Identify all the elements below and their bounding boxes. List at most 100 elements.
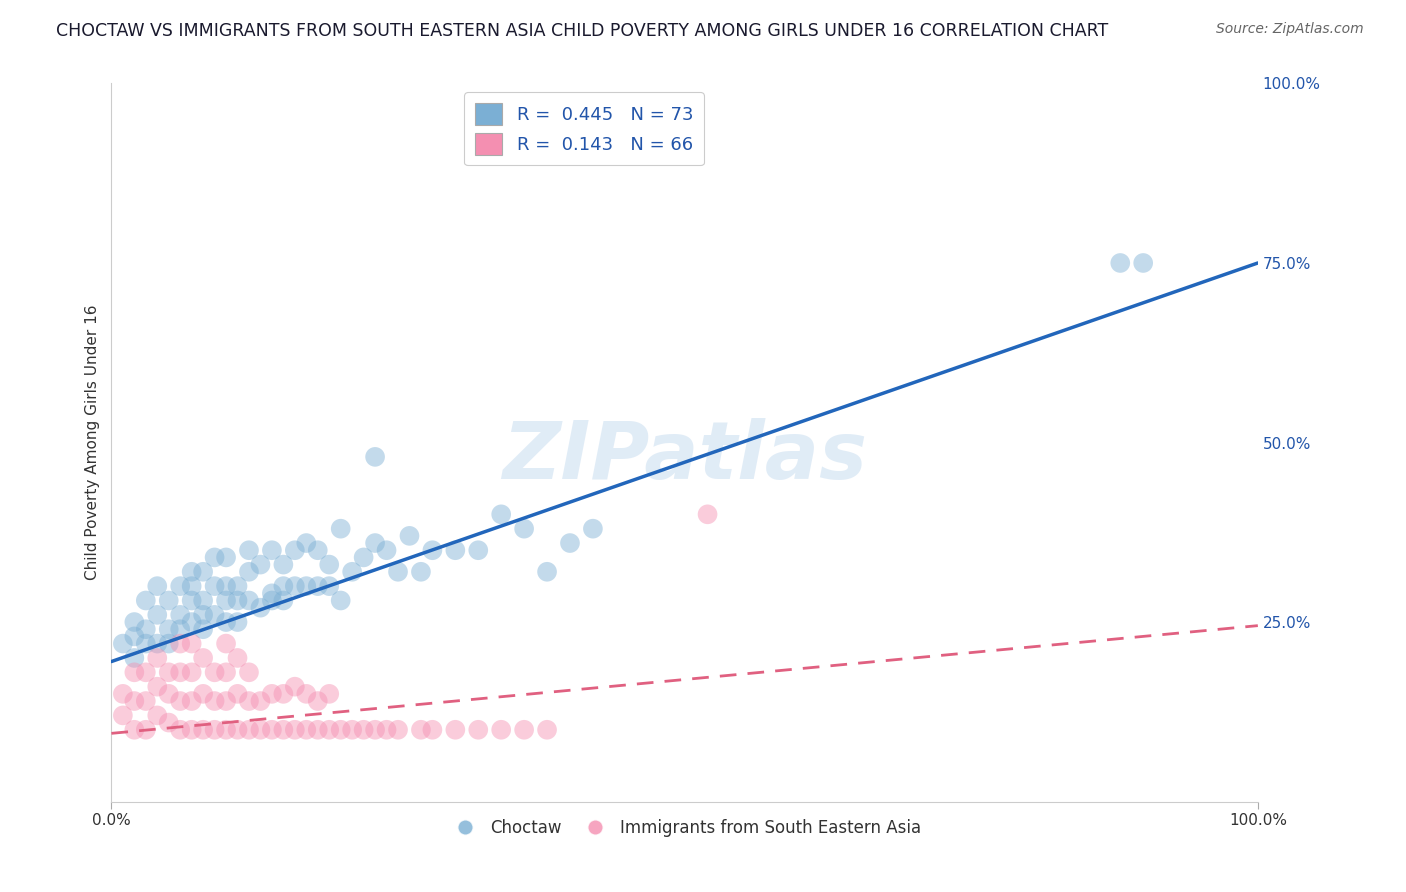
Point — [124, 723, 146, 737]
Point — [157, 687, 180, 701]
Point — [329, 522, 352, 536]
Point — [215, 694, 238, 708]
Point — [111, 708, 134, 723]
Point — [215, 550, 238, 565]
Point — [204, 550, 226, 565]
Point — [444, 543, 467, 558]
Point — [375, 543, 398, 558]
Point — [215, 637, 238, 651]
Point — [215, 593, 238, 607]
Text: Source: ZipAtlas.com: Source: ZipAtlas.com — [1216, 22, 1364, 37]
Point — [273, 579, 295, 593]
Point — [249, 723, 271, 737]
Point — [249, 694, 271, 708]
Point — [513, 723, 536, 737]
Point — [409, 565, 432, 579]
Point — [387, 565, 409, 579]
Point — [169, 579, 191, 593]
Point — [260, 723, 283, 737]
Point — [467, 543, 489, 558]
Point — [215, 615, 238, 629]
Point — [191, 651, 214, 665]
Point — [513, 522, 536, 536]
Point — [284, 680, 307, 694]
Point — [307, 723, 329, 737]
Point — [169, 622, 191, 636]
Point — [260, 543, 283, 558]
Point — [318, 687, 340, 701]
Point — [340, 565, 363, 579]
Point — [284, 579, 307, 593]
Point — [124, 651, 146, 665]
Text: CHOCTAW VS IMMIGRANTS FROM SOUTH EASTERN ASIA CHILD POVERTY AMONG GIRLS UNDER 16: CHOCTAW VS IMMIGRANTS FROM SOUTH EASTERN… — [56, 22, 1108, 40]
Legend: Choctaw, Immigrants from South Eastern Asia: Choctaw, Immigrants from South Eastern A… — [441, 813, 928, 844]
Point — [124, 665, 146, 680]
Point — [180, 694, 202, 708]
Point — [191, 565, 214, 579]
Point — [169, 607, 191, 622]
Point — [238, 723, 260, 737]
Point — [111, 687, 134, 701]
Point — [157, 665, 180, 680]
Point — [238, 665, 260, 680]
Point — [146, 579, 169, 593]
Point — [226, 723, 249, 737]
Point — [215, 665, 238, 680]
Point — [387, 723, 409, 737]
Point — [226, 687, 249, 701]
Point — [273, 558, 295, 572]
Point — [409, 723, 432, 737]
Point — [204, 579, 226, 593]
Point — [398, 529, 420, 543]
Point — [135, 723, 157, 737]
Point — [191, 622, 214, 636]
Point — [169, 723, 191, 737]
Y-axis label: Child Poverty Among Girls Under 16: Child Poverty Among Girls Under 16 — [86, 305, 100, 581]
Point — [180, 637, 202, 651]
Point — [307, 694, 329, 708]
Point — [364, 536, 387, 550]
Point — [238, 593, 260, 607]
Point — [329, 593, 352, 607]
Point — [180, 593, 202, 607]
Point — [226, 615, 249, 629]
Point — [146, 708, 169, 723]
Point — [124, 615, 146, 629]
Point — [238, 565, 260, 579]
Point — [307, 579, 329, 593]
Point — [284, 543, 307, 558]
Point — [340, 723, 363, 737]
Point — [249, 600, 271, 615]
Point — [180, 665, 202, 680]
Point — [582, 522, 605, 536]
Point — [536, 565, 558, 579]
Point — [273, 687, 295, 701]
Point — [1132, 256, 1154, 270]
Point — [204, 665, 226, 680]
Point — [215, 579, 238, 593]
Text: ZIPatlas: ZIPatlas — [502, 417, 868, 496]
Point — [329, 723, 352, 737]
Point — [273, 593, 295, 607]
Point — [204, 723, 226, 737]
Point — [238, 543, 260, 558]
Point — [318, 579, 340, 593]
Point — [146, 651, 169, 665]
Point — [111, 637, 134, 651]
Point — [157, 715, 180, 730]
Point — [260, 586, 283, 600]
Point — [260, 593, 283, 607]
Point — [180, 579, 202, 593]
Point — [489, 508, 512, 522]
Point — [273, 723, 295, 737]
Point — [180, 615, 202, 629]
Point — [558, 536, 581, 550]
Point — [422, 543, 444, 558]
Point — [364, 723, 387, 737]
Point — [444, 723, 467, 737]
Point — [318, 723, 340, 737]
Point — [467, 723, 489, 737]
Point — [135, 665, 157, 680]
Point — [226, 651, 249, 665]
Point — [249, 558, 271, 572]
